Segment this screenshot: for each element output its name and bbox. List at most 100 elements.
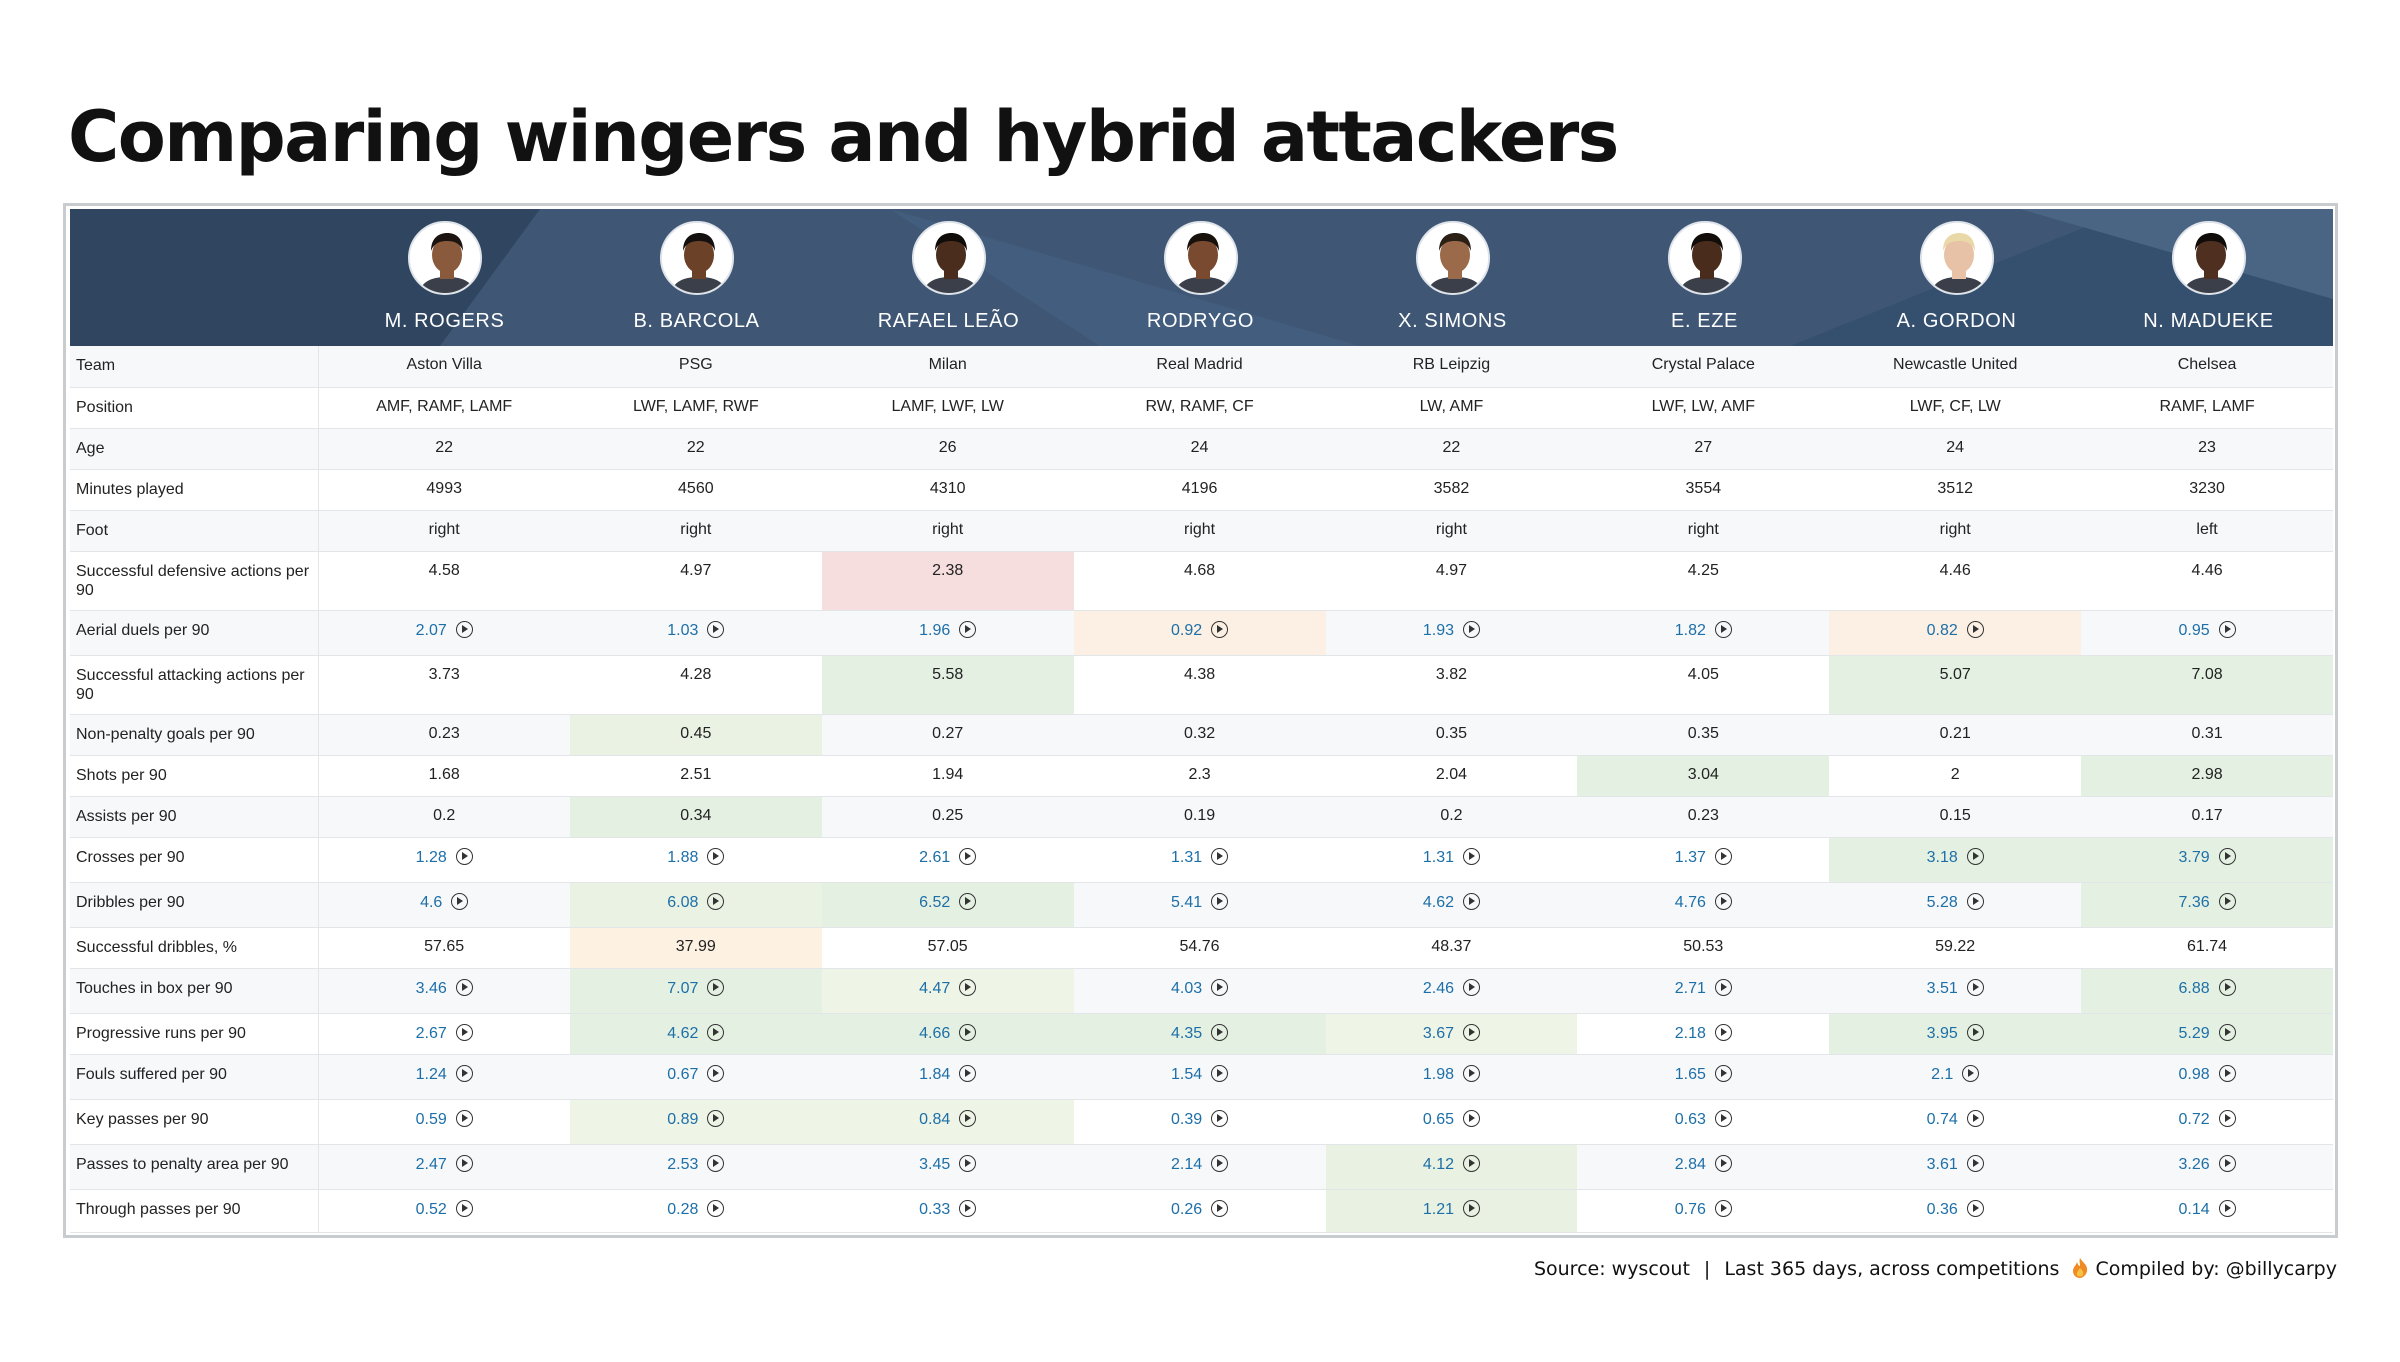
stat-value-link[interactable]: 0.63: [1674, 1110, 1706, 1128]
stat-cell[interactable]: 5.28: [1829, 882, 2082, 928]
stat-value-link[interactable]: 0.98: [2178, 1065, 2210, 1083]
play-video-icon[interactable]: [707, 1064, 725, 1082]
stat-value-link[interactable]: 0.82: [1926, 621, 1958, 639]
stat-value-link[interactable]: 4.35: [1170, 1024, 1203, 1042]
stat-value-link[interactable]: 4.03: [1170, 979, 1203, 997]
stat-cell[interactable]: 0.39: [1073, 1099, 1326, 1145]
play-video-icon[interactable]: [1966, 1154, 1984, 1172]
play-video-icon[interactable]: [1211, 847, 1229, 865]
stat-cell[interactable]: 1.96: [821, 610, 1074, 656]
player-column[interactable]: RAFAEL LEÃO: [822, 209, 1075, 346]
play-video-icon[interactable]: [1714, 1154, 1732, 1172]
stat-cell[interactable]: 3.67: [1325, 1013, 1578, 1055]
play-video-icon[interactable]: [1966, 1199, 1984, 1217]
play-video-icon[interactable]: [1463, 1064, 1480, 1082]
play-video-icon[interactable]: [1463, 1109, 1480, 1127]
stat-value-link[interactable]: 2.61: [919, 848, 951, 866]
stat-value-link[interactable]: 7.07: [667, 979, 699, 997]
stat-cell[interactable]: 1.03: [569, 610, 822, 656]
play-video-icon[interactable]: [1714, 1023, 1732, 1041]
play-video-icon[interactable]: [1714, 978, 1732, 996]
player-column[interactable]: M. ROGERS: [318, 209, 571, 346]
stat-cell[interactable]: 2.1: [1829, 1054, 2082, 1100]
stat-cell[interactable]: 5.41: [1073, 882, 1326, 928]
stat-value-link[interactable]: 1.37: [1674, 848, 1706, 866]
play-video-icon[interactable]: [2218, 892, 2236, 910]
play-video-icon[interactable]: [2218, 620, 2236, 638]
play-video-icon[interactable]: [455, 1064, 473, 1082]
play-video-icon[interactable]: [959, 1199, 977, 1217]
player-column[interactable]: A. GORDON: [1830, 209, 2083, 346]
stat-value-link[interactable]: 1.88: [667, 848, 699, 866]
stat-cell[interactable]: 1.98: [1325, 1054, 1578, 1100]
play-video-icon[interactable]: [1463, 1154, 1480, 1172]
play-video-icon[interactable]: [1714, 1109, 1732, 1127]
stat-cell[interactable]: 0.26: [1073, 1189, 1326, 1233]
stat-value-link[interactable]: 2.46: [1422, 979, 1454, 997]
stat-cell[interactable]: 1.31: [1073, 837, 1326, 883]
stat-value-link[interactable]: 2.14: [1170, 1155, 1203, 1173]
stat-value-link[interactable]: 3.45: [919, 1155, 951, 1173]
stat-cell[interactable]: 0.67: [569, 1054, 822, 1100]
stat-value-link[interactable]: 5.41: [1170, 893, 1203, 911]
stat-value-link[interactable]: 1.93: [1422, 621, 1454, 639]
stat-value-link[interactable]: 6.08: [667, 893, 699, 911]
stat-cell[interactable]: 1.24: [318, 1054, 570, 1100]
stat-value-link[interactable]: 1.54: [1170, 1065, 1203, 1083]
stat-cell[interactable]: 0.28: [569, 1189, 822, 1233]
stat-cell[interactable]: 0.36: [1829, 1189, 2082, 1233]
stat-cell[interactable]: 4.62: [1325, 882, 1578, 928]
play-video-icon[interactable]: [2218, 978, 2236, 996]
stat-cell[interactable]: 4.35: [1073, 1013, 1326, 1055]
stat-value-link[interactable]: 1.03: [667, 621, 699, 639]
play-video-icon[interactable]: [959, 1154, 977, 1172]
stat-value-link[interactable]: 0.89: [667, 1110, 699, 1128]
stat-cell[interactable]: 1.54: [1073, 1054, 1326, 1100]
play-video-icon[interactable]: [707, 1023, 725, 1041]
stat-value-link[interactable]: 4.66: [919, 1024, 951, 1042]
stat-value-link[interactable]: 4.62: [1422, 893, 1454, 911]
play-video-icon[interactable]: [455, 978, 473, 996]
stat-value-link[interactable]: 4.62: [667, 1024, 699, 1042]
stat-cell[interactable]: 0.76: [1577, 1189, 1830, 1233]
stat-cell[interactable]: 1.37: [1577, 837, 1830, 883]
play-video-icon[interactable]: [1211, 892, 1229, 910]
stat-value-link[interactable]: 0.74: [1926, 1110, 1958, 1128]
stat-cell[interactable]: 0.98: [2081, 1054, 2333, 1100]
stat-cell[interactable]: 1.28: [318, 837, 570, 883]
stat-value-link[interactable]: 0.26: [1170, 1200, 1203, 1218]
play-video-icon[interactable]: [707, 1109, 725, 1127]
stat-value-link[interactable]: 3.61: [1926, 1155, 1958, 1173]
stat-cell[interactable]: 0.95: [2081, 610, 2333, 656]
play-video-icon[interactable]: [1463, 1023, 1480, 1041]
play-video-icon[interactable]: [1714, 847, 1732, 865]
player-column[interactable]: X. SIMONS: [1326, 209, 1579, 346]
stat-value-link[interactable]: 5.28: [1926, 893, 1958, 911]
stat-cell[interactable]: 2.18: [1577, 1013, 1830, 1055]
play-video-icon[interactable]: [1211, 620, 1229, 638]
stat-cell[interactable]: 5.29: [2081, 1013, 2333, 1055]
stat-cell[interactable]: 2.53: [569, 1144, 822, 1190]
stat-value-link[interactable]: 4.12: [1422, 1155, 1454, 1173]
stat-cell[interactable]: 7.36: [2081, 882, 2333, 928]
stat-value-link[interactable]: 0.14: [2178, 1200, 2210, 1218]
play-video-icon[interactable]: [707, 978, 725, 996]
stat-value-link[interactable]: 0.39: [1170, 1110, 1203, 1128]
stat-value-link[interactable]: 0.92: [1170, 621, 1203, 639]
play-video-icon[interactable]: [1714, 1199, 1732, 1217]
stat-cell[interactable]: 4.12: [1325, 1144, 1578, 1190]
play-video-icon[interactable]: [1966, 978, 1984, 996]
stat-cell[interactable]: 2.67: [318, 1013, 570, 1055]
stat-cell[interactable]: 3.51: [1829, 968, 2082, 1014]
stat-value-link[interactable]: 3.95: [1926, 1024, 1958, 1042]
play-video-icon[interactable]: [2218, 1023, 2236, 1041]
stat-value-link[interactable]: 0.76: [1674, 1200, 1706, 1218]
stat-value-link[interactable]: 4.6: [420, 893, 443, 911]
stat-cell[interactable]: 1.84: [821, 1054, 1074, 1100]
player-column[interactable]: E. EZE: [1578, 209, 1831, 346]
stat-cell[interactable]: 0.89: [569, 1099, 822, 1145]
play-video-icon[interactable]: [1463, 1199, 1480, 1217]
play-video-icon[interactable]: [707, 1199, 725, 1217]
stat-cell[interactable]: 2.47: [318, 1144, 570, 1190]
stat-cell[interactable]: 1.82: [1577, 610, 1830, 656]
